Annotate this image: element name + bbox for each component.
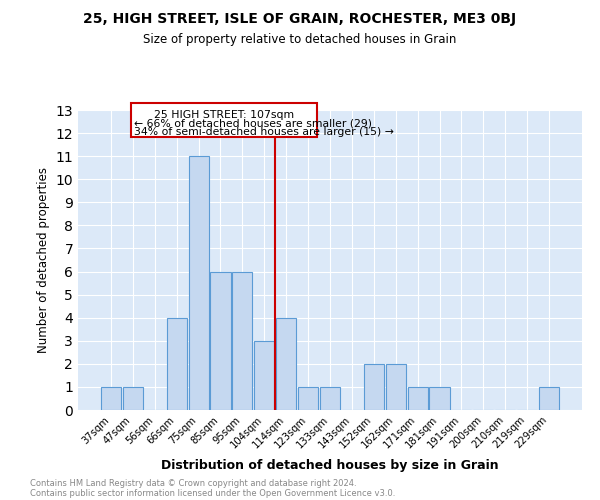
Bar [188, 156, 209, 410]
Bar [101, 387, 121, 410]
Text: Size of property relative to detached houses in Grain: Size of property relative to detached ho… [143, 32, 457, 46]
Bar [386, 364, 406, 410]
Text: 25 HIGH STREET: 107sqm: 25 HIGH STREET: 107sqm [154, 110, 294, 120]
Text: 25, HIGH STREET, ISLE OF GRAIN, ROCHESTER, ME3 0BJ: 25, HIGH STREET, ISLE OF GRAIN, ROCHESTE… [83, 12, 517, 26]
Bar [211, 272, 230, 410]
Bar [276, 318, 296, 410]
Bar [232, 272, 253, 410]
Bar [167, 318, 187, 410]
Text: 34% of semi-detached houses are larger (15) →: 34% of semi-detached houses are larger (… [134, 128, 394, 138]
Bar [320, 387, 340, 410]
Y-axis label: Number of detached properties: Number of detached properties [37, 167, 50, 353]
Text: Contains public sector information licensed under the Open Government Licence v3: Contains public sector information licen… [30, 488, 395, 498]
Bar [407, 387, 428, 410]
Bar [364, 364, 384, 410]
Bar [254, 341, 274, 410]
Bar [430, 387, 449, 410]
FancyBboxPatch shape [131, 103, 317, 136]
Text: ← 66% of detached houses are smaller (29): ← 66% of detached houses are smaller (29… [134, 118, 372, 128]
Bar [298, 387, 318, 410]
Bar [539, 387, 559, 410]
Text: Contains HM Land Registry data © Crown copyright and database right 2024.: Contains HM Land Registry data © Crown c… [30, 478, 356, 488]
Bar [123, 387, 143, 410]
X-axis label: Distribution of detached houses by size in Grain: Distribution of detached houses by size … [161, 459, 499, 472]
